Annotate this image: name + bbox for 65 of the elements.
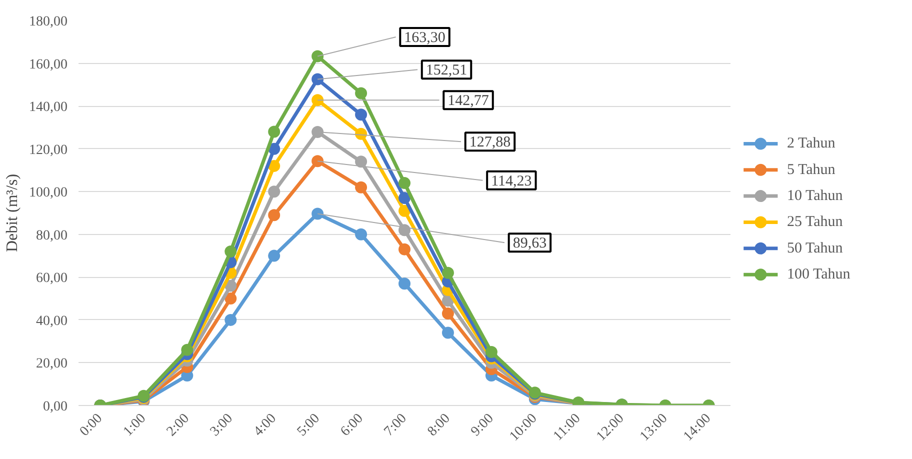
point — [355, 108, 368, 121]
legend-label: 50 Tahun — [787, 240, 844, 256]
y-tick-label: 80,00 — [36, 228, 68, 244]
y-tick-label: 40,00 — [36, 314, 68, 329]
x-tick-label: 5:00 — [294, 411, 323, 440]
y-tick-label: 100,00 — [29, 186, 68, 201]
y-axis-title: Debit (m³/s) — [4, 174, 21, 252]
x-tick-label: 2:00 — [164, 411, 192, 440]
y-tick-label: 140,00 — [29, 100, 68, 116]
point — [398, 177, 410, 190]
point — [312, 50, 324, 62]
point — [181, 344, 194, 356]
data-label: 114,23 — [491, 173, 532, 190]
y-tick-label: 0,00 — [43, 400, 68, 414]
legend-label: 5 Tahun — [787, 162, 836, 178]
point — [312, 73, 324, 86]
point — [442, 308, 454, 320]
point — [312, 94, 324, 106]
point — [268, 142, 280, 155]
point — [312, 155, 324, 168]
point — [224, 314, 237, 326]
data-label: 152,51 — [426, 62, 468, 79]
point — [312, 208, 324, 220]
y-tick-label: 20,00 — [36, 356, 68, 372]
x-tick-label: 7:00 — [382, 411, 410, 440]
point — [355, 228, 368, 240]
y-tick-label: 160,00 — [29, 57, 68, 72]
data-label: 142,77 — [448, 93, 490, 110]
point — [268, 160, 280, 172]
x-tick-label: 3:00 — [208, 411, 236, 440]
point — [224, 246, 237, 258]
x-tick-label: 6:00 — [338, 411, 366, 440]
y-tick-label: 180,00 — [29, 14, 68, 30]
x-tick-label: 8:00 — [425, 411, 454, 440]
point — [398, 204, 410, 217]
point — [398, 278, 410, 290]
point — [312, 126, 324, 138]
point — [268, 250, 280, 262]
point — [398, 224, 410, 236]
point — [485, 346, 498, 358]
x-tick-label: 1:00 — [120, 411, 150, 440]
point — [268, 209, 280, 222]
point — [355, 181, 368, 194]
x-tick-label: 9:00 — [468, 411, 497, 440]
legend-label: 25 Tahun — [787, 214, 844, 230]
y-tick-label: 60,00 — [36, 271, 68, 286]
legend-label: 100 Tahun — [787, 266, 851, 283]
data-label: 89,63 — [512, 236, 547, 252]
point — [268, 126, 280, 138]
legend-label: 2 Tahun — [787, 136, 836, 152]
point — [355, 156, 368, 168]
point — [398, 243, 410, 256]
x-tick-label: 0:00 — [77, 411, 106, 440]
point — [224, 292, 237, 305]
point — [442, 326, 454, 339]
point — [224, 280, 237, 292]
x-tick-label: 4:00 — [251, 411, 280, 440]
point — [398, 192, 410, 204]
legend-label: 10 Tahun — [787, 188, 844, 204]
data-label: 163,30 — [404, 30, 446, 46]
data-label: 127,88 — [469, 134, 511, 151]
point — [442, 266, 454, 279]
point — [355, 87, 368, 100]
point — [268, 186, 280, 198]
y-tick-label: 120,00 — [29, 142, 68, 158]
